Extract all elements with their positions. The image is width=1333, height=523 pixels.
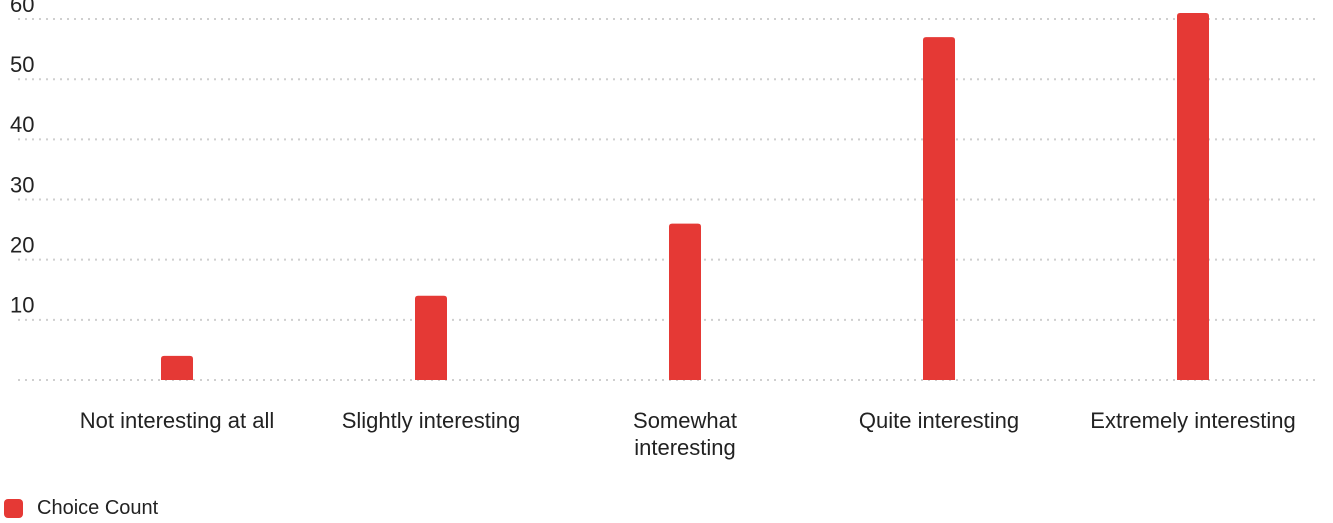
- x-category-label: Slightly interesting: [342, 408, 521, 433]
- legend: Choice Count: [0, 494, 158, 522]
- x-category-label: Extremely interesting: [1090, 408, 1295, 433]
- y-tick-label: 60: [10, 0, 34, 17]
- legend-label: Choice Count: [37, 496, 159, 519]
- y-tick-label: 40: [10, 112, 34, 137]
- chart-canvas: 10 20 30 40 50 60 Not interesting at all Sligh…: [10, 0, 1318, 460]
- legend-swatch: [4, 498, 23, 518]
- y-axis-ticks: 10 20 30 40 50 60: [10, 0, 34, 318]
- bar: [161, 355, 193, 380]
- x-category-label: Quite interesting: [859, 408, 1019, 433]
- bars: [161, 13, 1209, 380]
- bar: [669, 223, 701, 380]
- y-tick-label: 50: [10, 52, 34, 77]
- gridlines: [18, 18, 1318, 381]
- bar: [415, 295, 447, 380]
- y-tick-label: 10: [10, 293, 34, 318]
- x-axis-labels: Not interesting at all Slightly interesti…: [80, 408, 1296, 460]
- x-category-label: Somewhat interesting: [633, 408, 737, 460]
- bar: [923, 37, 955, 380]
- bar-chart: 10 20 30 40 50 60 Not interesting at all Sligh…: [10, 0, 1318, 460]
- x-category-label: Not interesting at all: [80, 408, 274, 433]
- y-tick-label: 20: [10, 232, 34, 257]
- y-tick-label: 30: [10, 172, 34, 197]
- bar: [1177, 13, 1209, 380]
